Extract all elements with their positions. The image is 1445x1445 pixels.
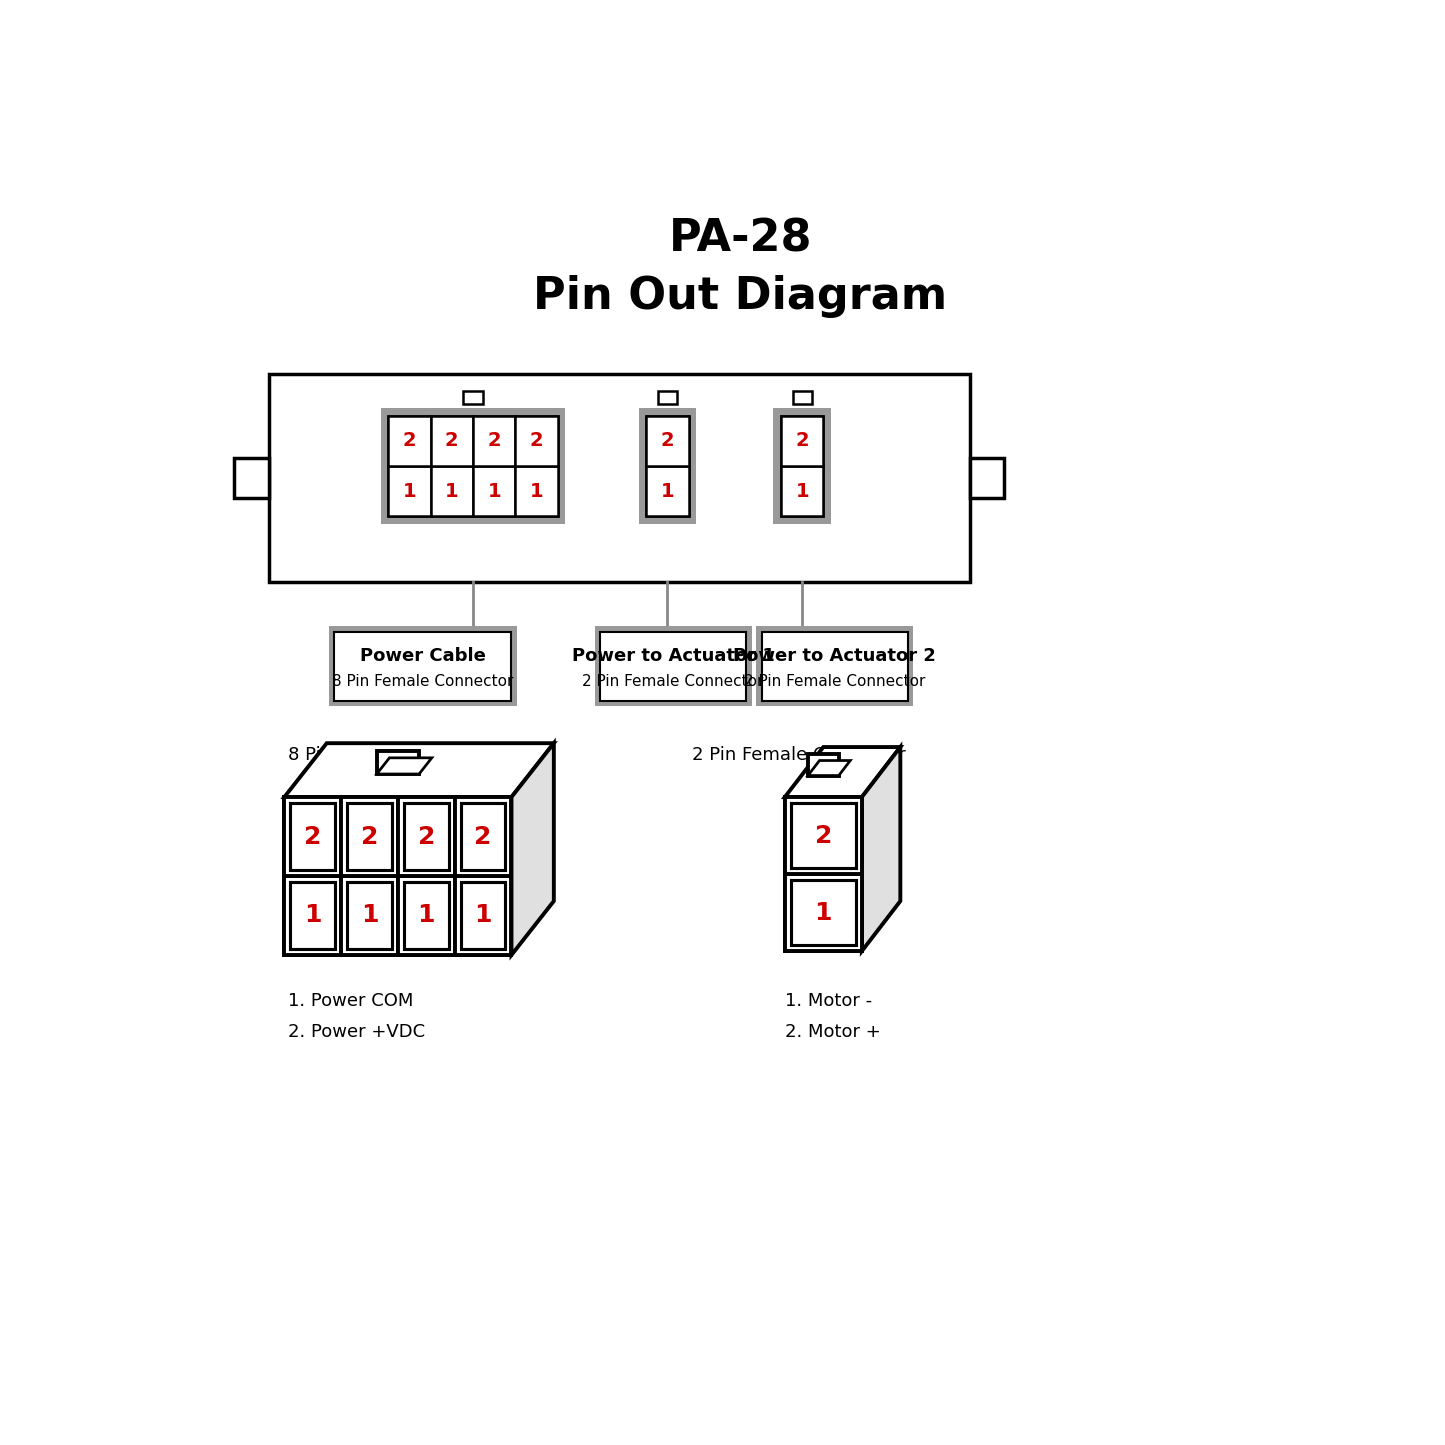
- Bar: [516, 416, 558, 465]
- Bar: [380, 409, 565, 523]
- Polygon shape: [377, 757, 432, 775]
- Text: 2: 2: [474, 825, 491, 848]
- Text: 1: 1: [660, 481, 675, 500]
- Bar: [970, 458, 1004, 497]
- Text: 1: 1: [361, 903, 379, 928]
- Text: Power to Actuator 1: Power to Actuator 1: [572, 647, 775, 665]
- Bar: [405, 883, 448, 949]
- Polygon shape: [512, 743, 553, 955]
- Text: 2: 2: [815, 824, 832, 848]
- Bar: [461, 803, 506, 870]
- Bar: [341, 798, 397, 876]
- Bar: [285, 798, 512, 955]
- Bar: [455, 876, 512, 955]
- Text: 1: 1: [474, 903, 491, 928]
- Text: 2: 2: [303, 825, 321, 848]
- Text: 1: 1: [418, 903, 435, 928]
- Text: 1: 1: [530, 481, 543, 500]
- Bar: [646, 416, 689, 465]
- Bar: [285, 876, 341, 955]
- Bar: [377, 751, 419, 775]
- Bar: [780, 416, 824, 516]
- Text: 1: 1: [445, 481, 458, 500]
- Text: 2 Pin Female Connector: 2 Pin Female Connector: [692, 746, 906, 764]
- Bar: [455, 798, 512, 876]
- Bar: [389, 416, 558, 516]
- Text: 1: 1: [303, 903, 321, 928]
- Bar: [269, 374, 970, 581]
- Bar: [334, 631, 512, 701]
- Bar: [290, 803, 335, 870]
- Text: 1: 1: [815, 900, 832, 925]
- Text: Power Cable: Power Cable: [360, 647, 486, 665]
- Bar: [431, 416, 473, 465]
- Text: Power to Actuator 2: Power to Actuator 2: [734, 647, 936, 665]
- Bar: [234, 458, 269, 497]
- Text: 2: 2: [530, 432, 543, 451]
- Bar: [657, 392, 676, 403]
- Text: 2: 2: [795, 432, 809, 451]
- Bar: [780, 465, 824, 516]
- Text: PA-28: PA-28: [669, 217, 812, 260]
- Bar: [762, 631, 907, 701]
- Bar: [646, 416, 689, 516]
- Text: 1. Motor -: 1. Motor -: [785, 993, 871, 1010]
- Text: 2 Pin Female Connector: 2 Pin Female Connector: [582, 673, 764, 689]
- Bar: [341, 876, 397, 955]
- Text: 2 Pin Female Connector: 2 Pin Female Connector: [744, 673, 926, 689]
- Bar: [773, 409, 831, 523]
- Text: 2: 2: [445, 432, 458, 451]
- Bar: [473, 416, 516, 465]
- Bar: [785, 798, 861, 874]
- Bar: [347, 883, 392, 949]
- Bar: [516, 465, 558, 516]
- Bar: [473, 465, 516, 516]
- Text: Pin Out Diagram: Pin Out Diagram: [533, 275, 948, 318]
- Text: 1. Power COM: 1. Power COM: [288, 993, 413, 1010]
- Text: 2: 2: [487, 432, 501, 451]
- Text: 2: 2: [403, 432, 416, 451]
- Text: 8 Pin Female Connector: 8 Pin Female Connector: [288, 746, 501, 764]
- Bar: [397, 798, 455, 876]
- Text: 1: 1: [487, 481, 501, 500]
- Bar: [389, 416, 431, 465]
- Bar: [347, 803, 392, 870]
- Bar: [431, 465, 473, 516]
- Bar: [785, 798, 861, 951]
- Bar: [793, 392, 812, 403]
- Bar: [600, 631, 746, 701]
- Bar: [397, 876, 455, 955]
- Bar: [780, 416, 824, 465]
- Bar: [405, 803, 448, 870]
- Text: 1: 1: [403, 481, 416, 500]
- Bar: [595, 626, 751, 707]
- Text: 8 Pin Female Connector: 8 Pin Female Connector: [332, 673, 513, 689]
- Polygon shape: [861, 747, 900, 951]
- Bar: [639, 409, 696, 523]
- Text: 2: 2: [418, 825, 435, 848]
- Polygon shape: [785, 747, 900, 798]
- Text: 2. Power +VDC: 2. Power +VDC: [288, 1023, 425, 1040]
- Polygon shape: [808, 760, 850, 776]
- Bar: [285, 798, 341, 876]
- Bar: [785, 874, 861, 951]
- Bar: [461, 883, 506, 949]
- Bar: [389, 465, 431, 516]
- Bar: [329, 626, 517, 707]
- Text: 1: 1: [795, 481, 809, 500]
- Bar: [790, 803, 855, 868]
- Text: 2: 2: [660, 432, 675, 451]
- Bar: [808, 754, 838, 776]
- Bar: [646, 465, 689, 516]
- Bar: [464, 392, 483, 403]
- Polygon shape: [285, 743, 553, 798]
- Text: 2: 2: [361, 825, 379, 848]
- Text: 2. Motor +: 2. Motor +: [785, 1023, 880, 1040]
- Bar: [756, 626, 913, 707]
- Bar: [290, 883, 335, 949]
- Bar: [790, 880, 855, 945]
